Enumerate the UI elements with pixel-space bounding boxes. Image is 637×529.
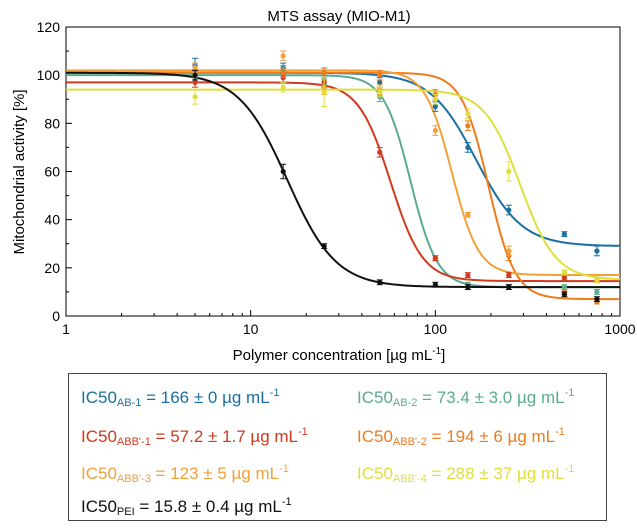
legend: IC50AB-1 = 166 ± 0 µg mL-1 IC50AB-2 = 73…: [68, 373, 607, 521]
data-point: [377, 149, 383, 155]
data-point: [561, 291, 568, 297]
data-point: [506, 284, 512, 290]
legend-entry-ab-2: IC50AB-2 = 73.4 ± 3.0 µg mL-1: [357, 387, 575, 409]
data-points: [192, 50, 600, 305]
data-point: [377, 72, 383, 78]
data-point: [506, 272, 512, 278]
fit-curve: [66, 71, 620, 301]
data-point: [280, 70, 286, 76]
y-tick-label: 60: [44, 164, 60, 180]
data-point: [377, 89, 383, 95]
data-point: [465, 284, 471, 290]
y-tick-label: 0: [52, 308, 60, 324]
y-tick-label: 40: [44, 212, 60, 228]
y-axis-label: Mitochondrial activity [%]: [11, 89, 28, 254]
legend-entry-pei: IC50PEI = 15.8 ± 0.4 µg mL-1: [81, 496, 292, 518]
legend-entry-abb-1: IC50ABB'-1 = 57.2 ± 1.7 µg mL-1: [81, 426, 308, 448]
data-point: [594, 277, 600, 283]
data-point: [465, 111, 471, 117]
data-point: [465, 272, 471, 278]
data-point: [561, 231, 568, 237]
fit-curve: [66, 88, 621, 281]
data-point: [594, 289, 600, 295]
fit-curve: [66, 71, 621, 247]
legend-entry-abb-4: IC50ABB'-4 = 288 ± 37 µg mL-1: [357, 463, 575, 485]
y-tick-label: 20: [44, 260, 60, 276]
fit-curve: [66, 81, 620, 283]
data-point: [321, 243, 327, 249]
data-point: [432, 96, 438, 102]
data-point: [192, 94, 198, 100]
data-point: [506, 248, 512, 254]
x-tick-label: 1000: [604, 321, 635, 337]
data-point: [280, 84, 286, 90]
chart-title: MTS assay (MIO-M1): [267, 8, 410, 25]
fit-curve: [66, 69, 620, 277]
data-point: [321, 70, 327, 76]
y-tick-label: 100: [37, 67, 61, 83]
data-point: [465, 144, 471, 151]
x-tick-label: 1: [62, 321, 70, 337]
data-point: [192, 79, 198, 85]
data-point: [594, 296, 600, 302]
fit-curves: [66, 69, 621, 301]
y-tick-label: 120: [37, 19, 61, 35]
data-point: [280, 168, 286, 175]
data-point: [506, 207, 512, 213]
data-point: [321, 89, 327, 95]
data-point: [432, 127, 438, 134]
data-point: [561, 270, 568, 276]
fit-curve: [66, 71, 620, 289]
data-point: [192, 65, 198, 71]
fit-curve: [66, 74, 620, 289]
x-axis-label: Polymer concentration [µg mL-1]: [233, 346, 446, 364]
data-point: [465, 212, 471, 218]
data-point: [506, 168, 512, 175]
x-tick-label: 10: [243, 321, 259, 337]
data-point: [377, 79, 383, 85]
data-point: [377, 279, 383, 285]
data-point: [280, 53, 286, 59]
legend-entry-abb-3: IC50ABB'-3 = 123 ± 5 µg mL-1: [81, 463, 289, 485]
data-point: [432, 255, 438, 261]
data-point: [432, 103, 438, 110]
x-tick-label: 100: [424, 321, 448, 337]
data-point: [465, 123, 471, 129]
data-point: [561, 284, 568, 290]
data-point: [594, 248, 600, 254]
data-point: [432, 282, 438, 288]
data-point: [561, 274, 568, 281]
data-point: [192, 72, 198, 78]
y-tick-label: 80: [44, 115, 60, 131]
legend-entry-abb-2: IC50ABB'-2 = 194 ± 6 µg mL-1: [357, 426, 565, 448]
legend-entry-ab-1: IC50AB-1 = 166 ± 0 µg mL-1: [81, 387, 280, 409]
